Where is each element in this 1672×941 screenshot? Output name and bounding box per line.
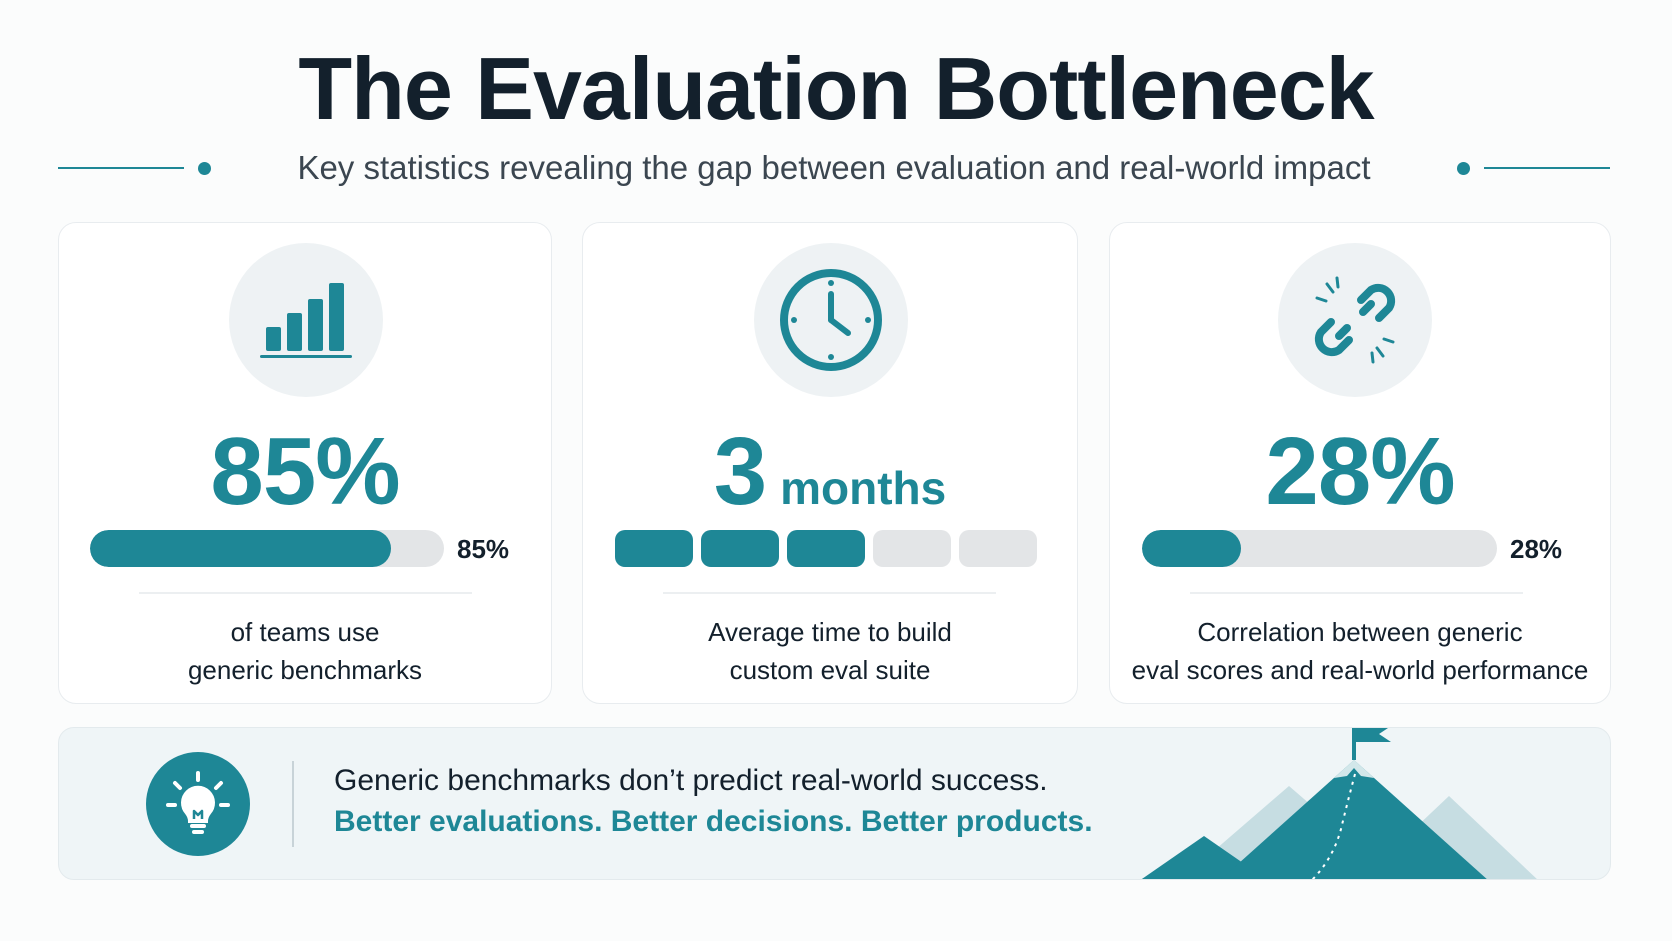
description-line: Correlation between generic: [1197, 617, 1523, 647]
stat-description: Correlation between generic eval scores …: [1110, 613, 1610, 689]
progress-segment-filled: [615, 530, 693, 567]
stat-value: 3 months: [583, 407, 1077, 553]
stat-unit: months: [780, 462, 947, 514]
subtitle-decoration-right: [1456, 161, 1610, 175]
progress-bar-fill: [90, 530, 391, 567]
insight-banner: Generic benchmarks don’t predict real-wo…: [58, 727, 1611, 880]
progress-segment-filled: [787, 530, 865, 567]
stat-description: of teams use generic benchmarks: [59, 613, 551, 689]
segmented-progress: [615, 530, 1045, 567]
mountain-flag-icon: [1141, 728, 1537, 879]
stat-number: 3: [713, 418, 767, 525]
progress-segment-filled: [701, 530, 779, 567]
bar-chart-icon: [229, 243, 383, 397]
description-line: eval scores and real-world performance: [1131, 655, 1589, 685]
stat-card-benchmarks: 85% 85% of teams use generic benchmarks: [58, 222, 552, 704]
divider: [139, 592, 472, 594]
banner-divider: [292, 761, 294, 847]
description-line: custom eval suite: [729, 655, 931, 685]
progress-segment-empty: [959, 530, 1037, 567]
divider: [663, 592, 996, 594]
description-line: of teams use: [230, 617, 380, 647]
description-line: generic benchmarks: [187, 655, 423, 685]
broken-link-icon: [1278, 243, 1432, 397]
progress-label: 85%: [457, 534, 510, 564]
stat-card-correlation: 28% 28% Correlation between generic eval…: [1109, 222, 1611, 704]
progress-bar-track: [1142, 530, 1497, 567]
stat-card-build-time: 3 months Average time to build custom eva…: [582, 222, 1078, 704]
progress-label: 28%: [1510, 534, 1563, 564]
subtitle-decoration-left: [58, 161, 211, 175]
banner-tagline: Better evaluations. Better decisions. Be…: [334, 805, 1093, 838]
lightbulb-icon: [146, 752, 250, 856]
page-title: The Evaluation Bottleneck: [298, 39, 1374, 138]
stat-description: Average time to build custom eval suite: [583, 613, 1077, 689]
subtitle-row: Key statistics revealing the gap between…: [58, 140, 1610, 196]
stat-value: 85%: [210, 418, 400, 525]
stat-value: 28%: [1265, 418, 1455, 525]
progress-segment-empty: [873, 530, 951, 567]
description-line: Average time to build: [708, 617, 952, 647]
page-subtitle: Key statistics revealing the gap between…: [297, 149, 1371, 186]
progress-bar-fill: [1142, 530, 1242, 567]
clock-icon: [754, 243, 908, 397]
divider: [1190, 592, 1523, 594]
progress-bar-track: [90, 530, 444, 567]
banner-message: Generic benchmarks don’t predict real-wo…: [334, 764, 1048, 797]
